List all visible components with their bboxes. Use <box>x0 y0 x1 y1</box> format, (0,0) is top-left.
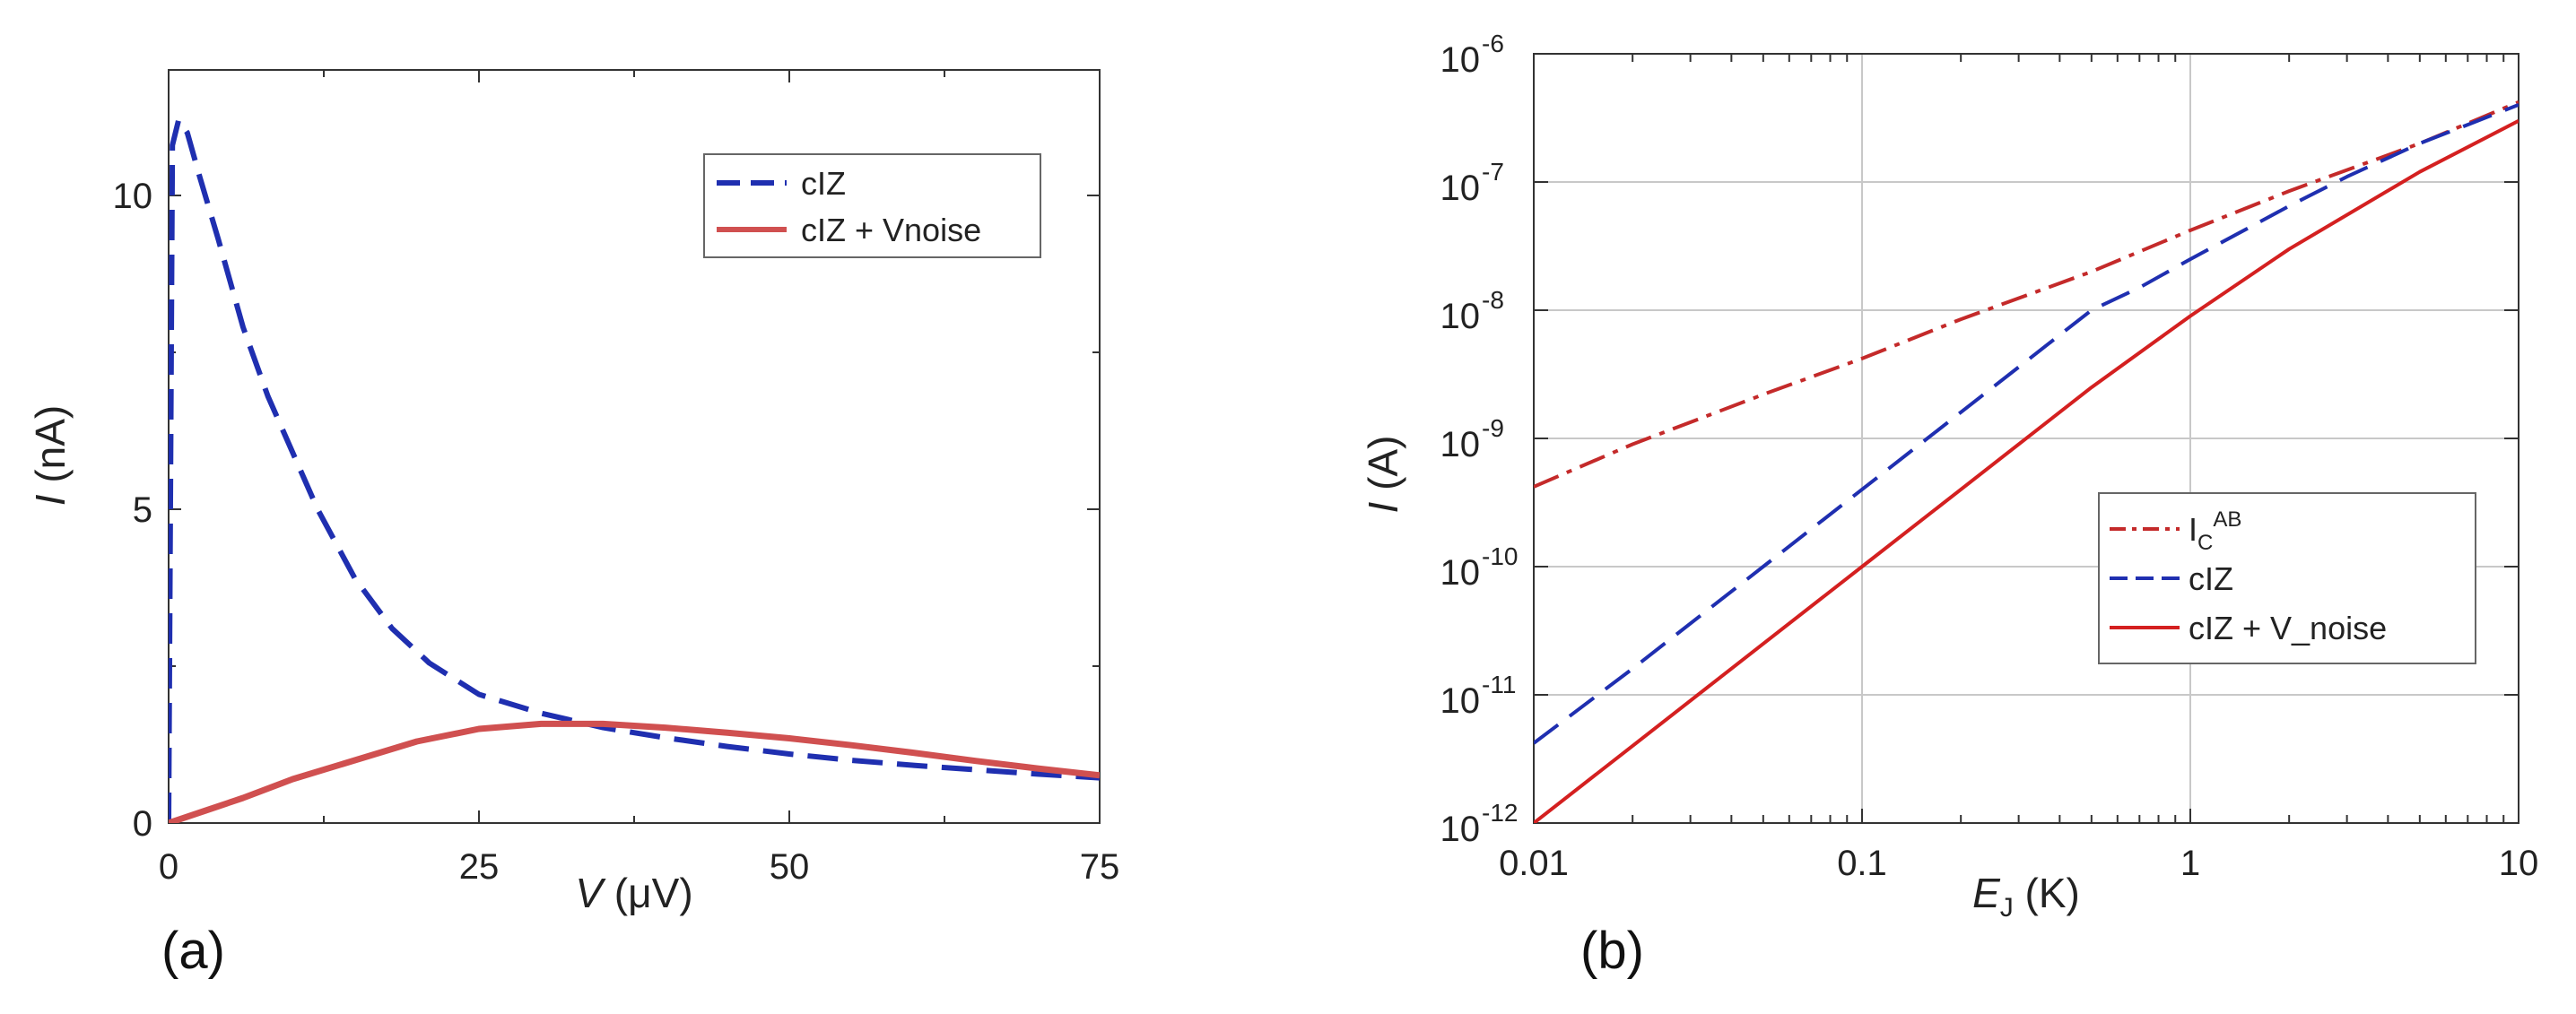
y-tick-label-b: 10 <box>1440 297 1481 336</box>
y-tick-label-a: 10 <box>113 177 153 216</box>
y-tick-exponent-b: -12 <box>1482 799 1518 827</box>
y-tick-label-b: 10 <box>1440 425 1481 464</box>
panel-label-a: (a) <box>161 922 225 980</box>
x-axis-label-b: EJ (K) <box>1972 870 2080 923</box>
x-tick-label-b: 0.01 <box>1499 844 1569 883</box>
x-tick-label-a: 50 <box>770 847 810 887</box>
legend-label-a-1: cIZ <box>801 165 846 202</box>
series-line-b-1 <box>1534 100 2519 489</box>
y-tick-label-b: 10 <box>1440 553 1481 593</box>
x-tick-label-a: 75 <box>1080 847 1120 887</box>
y-tick-label-b: 10 <box>1440 40 1481 80</box>
x-tick-label-b: 10 <box>2499 844 2539 883</box>
series-line-b-2 <box>1534 103 2519 745</box>
y-tick-exponent-b: -9 <box>1482 414 1504 442</box>
x-axis-label-a: V (μV) <box>575 870 692 916</box>
y-tick-exponent-b: -6 <box>1482 30 1504 57</box>
y-tick-label-b: 10 <box>1440 169 1481 208</box>
y-axis-label-b: I (A) <box>1360 436 1406 514</box>
legend-a <box>703 153 1041 258</box>
y-tick-label-b: 10 <box>1440 810 1481 849</box>
x-tick-label-a: 25 <box>459 847 500 887</box>
y-tick-exponent-b: -11 <box>1482 671 1516 698</box>
x-tick-label-a: 0 <box>159 847 178 887</box>
y-tick-exponent-b: -10 <box>1482 542 1518 570</box>
x-tick-label-b: 1 <box>2180 844 2200 883</box>
x-tick-label-b: 0.1 <box>1837 844 1887 883</box>
series-line-b-3 <box>1534 119 2519 823</box>
y-axis-label-a: I (nA) <box>27 405 74 506</box>
y-tick-exponent-b: -7 <box>1482 158 1504 186</box>
series-line-a-1 <box>169 117 1100 823</box>
panel-label-b: (b) <box>1580 922 1644 980</box>
y-tick-label-a: 5 <box>133 490 152 530</box>
y-tick-label-a: 0 <box>133 804 152 844</box>
legend-label-b-3: cIZ + V_noise <box>2189 610 2387 646</box>
legend-label-b-2: cIZ <box>2189 560 2233 597</box>
legend-label-a-2: cIZ + Vnoise <box>801 212 981 248</box>
series-line-a-2 <box>169 720 1100 823</box>
y-tick-label-b: 10 <box>1440 681 1481 721</box>
panel-a: 0 25 50 75 0 5 10 cIZ cIZ + Vnoise V (μV) I (nA) (a… <box>27 69 1120 980</box>
y-tick-exponent-b: -8 <box>1482 286 1504 314</box>
legend-label-b-1: ICAB <box>2189 507 2241 555</box>
